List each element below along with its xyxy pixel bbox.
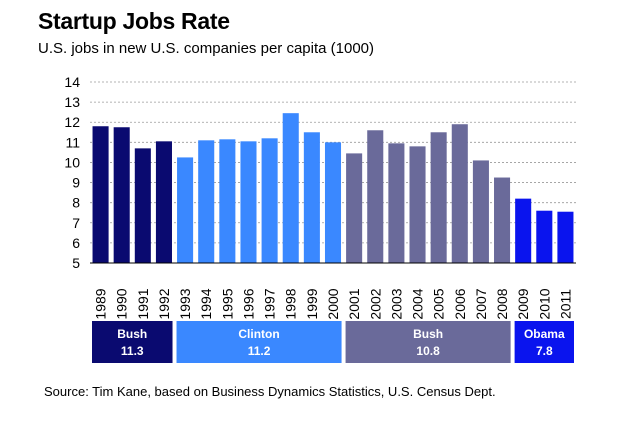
- x-tick-label: 2007: [473, 288, 489, 319]
- x-tick-label: 2004: [410, 288, 426, 319]
- administration-panel: [345, 321, 511, 363]
- x-tick-label: 1995: [219, 288, 235, 319]
- bar: [261, 138, 278, 263]
- chart-title: Startup Jobs Rate: [38, 8, 230, 34]
- administration-panel: [176, 321, 342, 363]
- bar: [92, 126, 109, 263]
- y-tick-label: 14: [64, 74, 80, 90]
- panel-value: 7.8: [536, 344, 553, 358]
- panel-name: Clinton: [238, 327, 279, 341]
- x-tick-label: 1994: [198, 288, 214, 319]
- chart-subtitle: U.S. jobs in new U.S. companies per capi…: [38, 40, 374, 57]
- x-tick-label: 1999: [304, 288, 320, 319]
- x-tick-label: 1996: [240, 288, 256, 319]
- x-tick-label: 2010: [536, 288, 552, 319]
- chart-source: Source: Tim Kane, based on Business Dyna…: [44, 384, 496, 399]
- x-tick-label: 1991: [135, 288, 151, 319]
- bar: [324, 142, 342, 263]
- bar: [113, 127, 130, 263]
- administration-panel: [514, 321, 574, 363]
- bar: [430, 132, 447, 263]
- x-tick-label: 1998: [283, 288, 299, 319]
- bar: [155, 141, 172, 263]
- y-tick-label: 9: [72, 175, 80, 191]
- bar: [134, 148, 151, 263]
- x-tick-label: 2002: [367, 288, 383, 319]
- bar: [282, 113, 299, 263]
- x-tick-label: 2008: [494, 288, 510, 319]
- panel-value: 10.8: [416, 344, 440, 358]
- x-tick-label: 1989: [93, 288, 109, 319]
- bar: [451, 124, 468, 263]
- bar: [177, 157, 194, 263]
- x-tick-label: 1997: [262, 288, 278, 319]
- x-tick-label: 2009: [515, 288, 531, 319]
- x-tick-label: 2011: [557, 289, 573, 319]
- bar: [303, 132, 320, 263]
- x-tick-label: 2005: [431, 288, 447, 319]
- y-tick-label: 13: [64, 94, 80, 110]
- x-tick-label: 2006: [452, 288, 468, 319]
- panel-name: Bush: [117, 327, 147, 341]
- bar: [472, 160, 489, 263]
- y-tick-label: 7: [72, 215, 80, 231]
- bar: [240, 141, 257, 263]
- panel-name: Bush: [413, 327, 443, 341]
- bar: [515, 198, 532, 263]
- bar: [536, 210, 553, 263]
- y-tick-label: 11: [65, 134, 80, 150]
- y-tick-label: 6: [72, 235, 80, 251]
- y-tick-label: 5: [72, 255, 80, 271]
- panel-value: 11.3: [121, 344, 144, 358]
- bar: [388, 143, 405, 263]
- x-tick-label: 1993: [177, 288, 193, 319]
- y-tick-label: 8: [72, 195, 80, 211]
- x-tick-label: 2003: [388, 288, 404, 319]
- x-tick-label: 1992: [156, 288, 172, 319]
- y-tick-label: 12: [64, 114, 80, 130]
- bar: [346, 153, 363, 263]
- panel-value: 11.2: [248, 344, 271, 358]
- bar: [219, 139, 236, 263]
- bar: [367, 130, 384, 263]
- x-tick-label: 2001: [346, 288, 362, 319]
- panel-name: Obama: [524, 327, 565, 341]
- x-tick-label: 1990: [114, 288, 130, 319]
- y-tick-label: 10: [64, 154, 80, 170]
- x-tick-label: 2000: [325, 288, 341, 319]
- bar: [494, 177, 511, 263]
- bar: [557, 211, 574, 263]
- bar: [198, 140, 215, 263]
- administration-panel: [92, 321, 173, 363]
- bar: [409, 146, 426, 263]
